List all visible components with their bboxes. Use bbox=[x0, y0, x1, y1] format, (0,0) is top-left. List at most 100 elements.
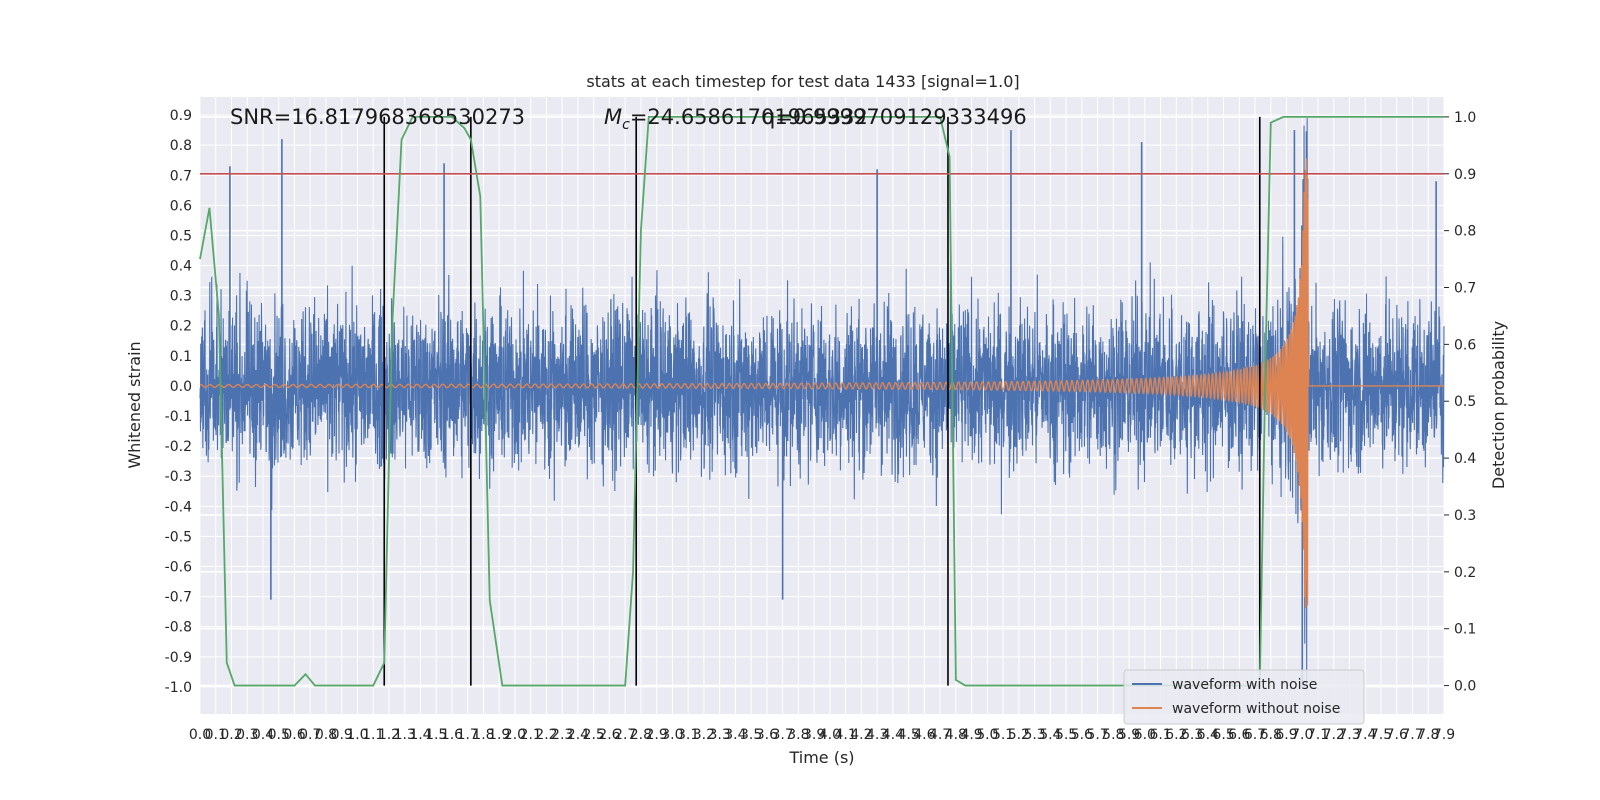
x-tick-label-45: 4.5 bbox=[897, 727, 919, 743]
x-tick-label-46: 4.6 bbox=[913, 727, 935, 743]
x-tick-label-42: 4.2 bbox=[850, 727, 872, 743]
x-tick-label-15: 1.5 bbox=[425, 727, 447, 743]
y-axis-label: Whitened strain bbox=[125, 341, 144, 468]
x-tick-label-29: 2.9 bbox=[646, 727, 668, 743]
x-tick-label-78: 7.8 bbox=[1417, 727, 1439, 743]
legend-box bbox=[1123, 669, 1365, 725]
x-tick-label-10: 1.0 bbox=[346, 727, 368, 743]
y2-tick-label-10: 0.0 bbox=[1454, 679, 1476, 695]
y2-tick-label-6: 0.4 bbox=[1454, 451, 1476, 467]
x-tick-label-66: 6.6 bbox=[1228, 727, 1250, 743]
x-tick-label-53: 5.3 bbox=[1023, 727, 1045, 743]
x-tick-label-59: 5.9 bbox=[1118, 727, 1140, 743]
x-tick-label-75: 7.5 bbox=[1370, 727, 1392, 743]
x-tick-label-13: 1.3 bbox=[394, 727, 416, 743]
x-tick-label-16: 1.6 bbox=[441, 727, 463, 743]
y2-tick-label-2: 0.8 bbox=[1454, 224, 1476, 240]
x-tick-label-9: 0.9 bbox=[331, 727, 353, 743]
y2-tick-label-1: 0.9 bbox=[1454, 167, 1476, 183]
x-tick-label-63: 6.3 bbox=[1181, 727, 1203, 743]
x-tick-label-27: 2.7 bbox=[614, 727, 636, 743]
x-tick-label-44: 4.4 bbox=[882, 727, 904, 743]
x-tick-label-4: 0.4 bbox=[252, 727, 274, 743]
y-axis-left-ticks: 0.9 0.8 0.7 0.6 0.5 0.4 0.3 0.2 0.1 0.0 -0.1 -0.2 -0… bbox=[165, 108, 192, 696]
x-tick-label-51: 5.1 bbox=[992, 727, 1014, 743]
x-axis-ticks: 0.00.10.20.30.40.50.60.70.80.91.01.11.21… bbox=[189, 727, 1455, 743]
x-tick-label-64: 6.4 bbox=[1197, 727, 1219, 743]
x-tick-label-24: 2.4 bbox=[567, 727, 589, 743]
x-tick-label-25: 2.5 bbox=[583, 727, 605, 743]
legend-label-clean: waveform without noise bbox=[1172, 701, 1340, 717]
x-axis-label: Time (s) bbox=[788, 748, 854, 767]
x-tick-label-14: 1.4 bbox=[409, 727, 431, 743]
x-tick-label-71: 7.1 bbox=[1307, 727, 1329, 743]
q-annotation: q=0.9999709129333496 bbox=[762, 105, 1027, 129]
x-tick-label-62: 6.2 bbox=[1165, 727, 1187, 743]
x-tick-label-30: 3.0 bbox=[661, 727, 683, 743]
y-tick-label-12: -0.3 bbox=[165, 469, 192, 485]
x-tick-label-56: 5.6 bbox=[1071, 727, 1093, 743]
x-tick-label-19: 1.9 bbox=[488, 727, 510, 743]
x-tick-label-79: 7.9 bbox=[1433, 727, 1455, 743]
y2-axis-label: Detection probability bbox=[1489, 321, 1508, 489]
y-tick-label-1: 0.8 bbox=[170, 138, 192, 154]
x-tick-label-65: 6.5 bbox=[1212, 727, 1234, 743]
x-tick-label-23: 2.3 bbox=[551, 727, 573, 743]
x-tick-label-7: 0.7 bbox=[299, 727, 321, 743]
x-tick-label-49: 4.9 bbox=[960, 727, 982, 743]
x-tick-label-57: 5.7 bbox=[1086, 727, 1108, 743]
y-tick-label-8: 0.1 bbox=[170, 349, 192, 365]
x-tick-label-28: 2.8 bbox=[630, 727, 652, 743]
x-tick-label-5: 0.5 bbox=[268, 727, 290, 743]
x-tick-label-34: 3.4 bbox=[724, 727, 746, 743]
series-detection-probability bbox=[199, 116, 1444, 687]
y-tick-label-10: -0.1 bbox=[165, 409, 192, 425]
y-tick-label-5: 0.4 bbox=[170, 259, 192, 275]
x-tick-label-12: 1.2 bbox=[378, 727, 400, 743]
x-tick-label-41: 4.1 bbox=[834, 727, 856, 743]
x-tick-label-21: 2.1 bbox=[520, 727, 542, 743]
x-tick-label-38: 3.8 bbox=[787, 727, 809, 743]
y2-tick-label-0: 1.0 bbox=[1454, 110, 1476, 126]
y-tick-label-13: -0.4 bbox=[165, 499, 192, 515]
mc-annotation: Mc=24.65861701965332 bbox=[604, 105, 868, 133]
y-tick-label-14: -0.5 bbox=[165, 529, 192, 545]
x-tick-label-67: 6.7 bbox=[1244, 727, 1266, 743]
y2-tick-label-3: 0.7 bbox=[1454, 281, 1476, 297]
chart-title: stats at each timestep for test data 143… bbox=[586, 72, 1019, 91]
y-tick-label-4: 0.5 bbox=[170, 228, 192, 244]
x-tick-label-43: 4.3 bbox=[866, 727, 888, 743]
y-axis-right-ticks: 1.0 0.9 0.8 0.7 0.6 0.5 0.4 0.3 0.2 0.1 0.0 bbox=[1444, 110, 1476, 695]
x-tick-label-36: 3.6 bbox=[756, 727, 778, 743]
y-tick-label-9: 0.0 bbox=[170, 379, 192, 395]
x-tick-label-17: 1.7 bbox=[457, 727, 479, 743]
mc-symbol: M bbox=[604, 105, 622, 129]
y-tick-label-19: -1.0 bbox=[165, 680, 192, 696]
x-tick-label-37: 3.7 bbox=[772, 727, 794, 743]
x-tick-label-76: 7.6 bbox=[1386, 727, 1408, 743]
x-tick-label-52: 5.2 bbox=[1008, 727, 1030, 743]
y-tick-label-3: 0.6 bbox=[170, 198, 192, 214]
x-tick-label-0: 0.0 bbox=[189, 727, 211, 743]
x-tick-label-39: 3.9 bbox=[803, 727, 825, 743]
x-tick-label-61: 6.1 bbox=[1149, 727, 1171, 743]
x-tick-label-69: 6.9 bbox=[1275, 727, 1297, 743]
y-tick-label-0: 0.9 bbox=[170, 108, 192, 124]
x-tick-label-3: 0.3 bbox=[236, 727, 258, 743]
x-tick-label-60: 6.0 bbox=[1134, 727, 1156, 743]
x-tick-label-26: 2.6 bbox=[598, 727, 620, 743]
y-tick-label-16: -0.7 bbox=[165, 590, 192, 606]
x-tick-label-77: 7.7 bbox=[1401, 727, 1423, 743]
x-tick-label-55: 5.5 bbox=[1055, 727, 1077, 743]
x-tick-label-72: 7.2 bbox=[1323, 727, 1345, 743]
x-tick-label-2: 0.2 bbox=[220, 727, 242, 743]
y2-tick-label-8: 0.2 bbox=[1454, 565, 1476, 581]
x-tick-label-11: 1.1 bbox=[362, 727, 384, 743]
mc-value: =24.65861701965332 bbox=[630, 105, 868, 129]
legend: waveform with noise waveform without noi… bbox=[1123, 669, 1365, 725]
x-tick-label-50: 5.0 bbox=[976, 727, 998, 743]
x-tick-label-6: 0.6 bbox=[283, 727, 305, 743]
x-tick-label-22: 2.2 bbox=[535, 727, 557, 743]
y-tick-label-2: 0.7 bbox=[170, 168, 192, 184]
